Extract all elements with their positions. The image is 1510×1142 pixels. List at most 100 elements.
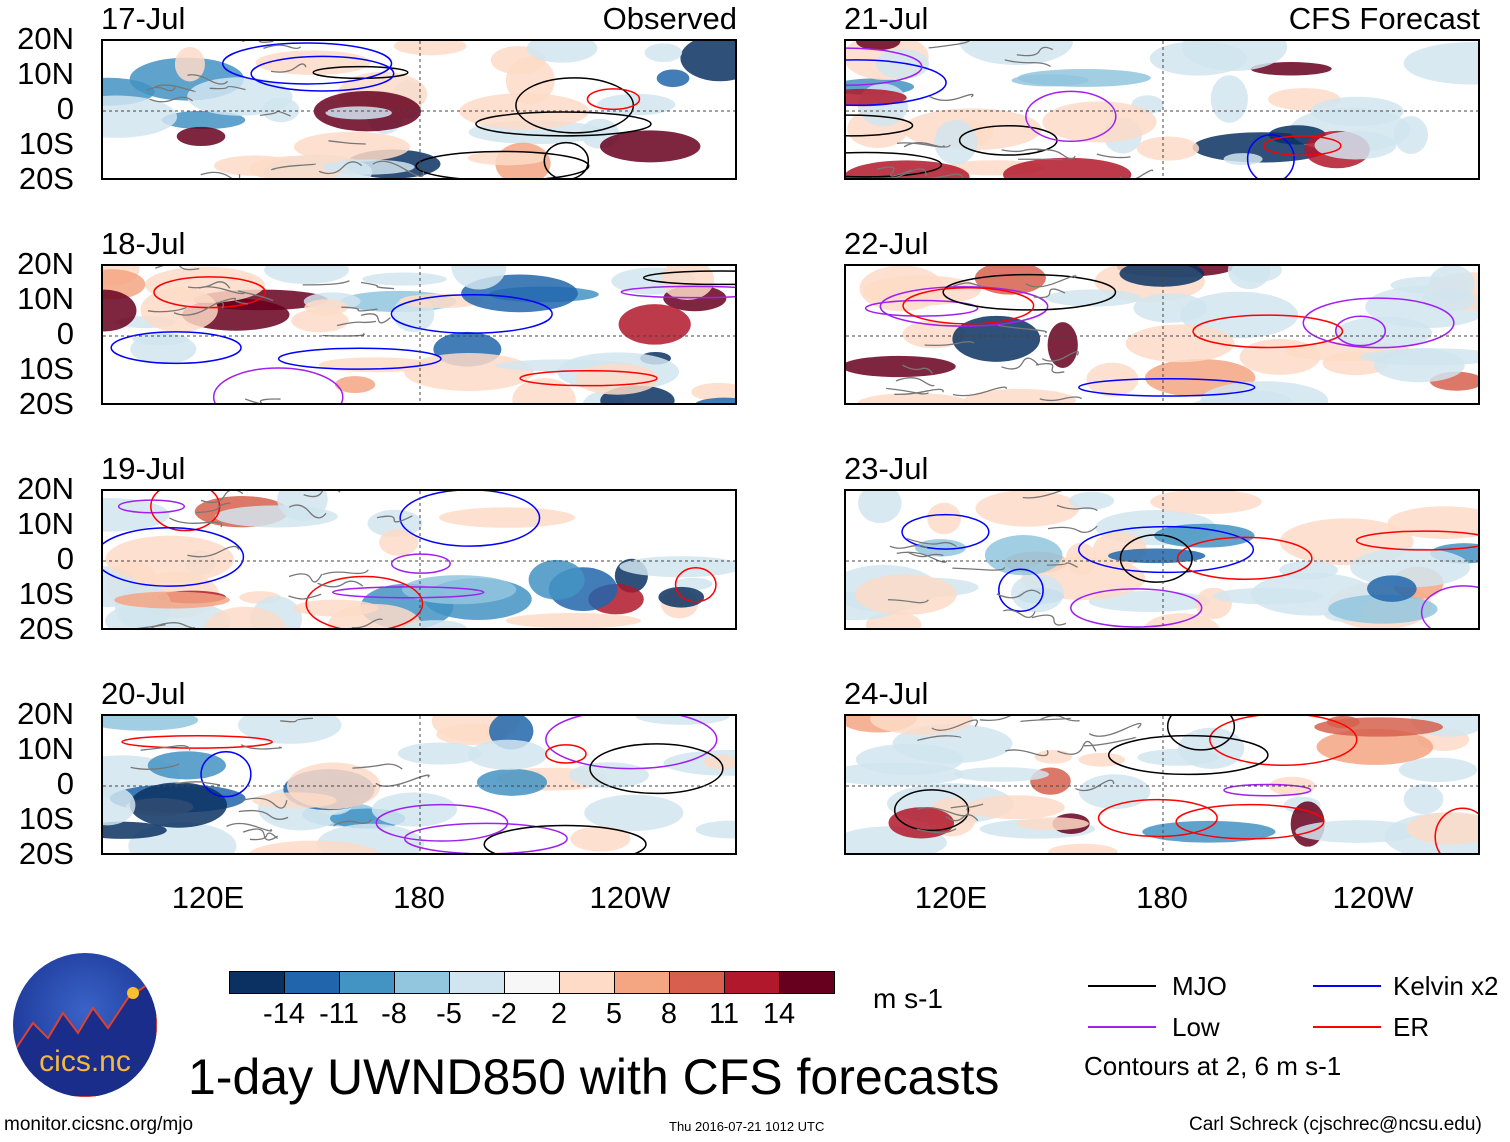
wave-contour [1420, 585, 1478, 628]
anomaly-blob [512, 377, 576, 403]
coastline [303, 491, 341, 498]
forecast-header: CFS Forecast [1288, 1, 1480, 36]
anomaly-blob [570, 825, 631, 852]
anomaly-blob [569, 762, 649, 789]
colorbar-units: m s-1 [873, 983, 943, 1014]
anomaly-blob [505, 613, 641, 628]
lat-label: 20N [17, 471, 74, 506]
anomaly-blob [1279, 560, 1339, 580]
anomaly-blob [1042, 101, 1157, 143]
anomaly-blob [114, 591, 230, 609]
anomaly-blob [856, 41, 901, 51]
coastline [1039, 396, 1083, 402]
coastline [1056, 504, 1098, 512]
lat-label: 10N [17, 506, 74, 541]
anomaly-blob [1086, 362, 1139, 397]
coastline [149, 96, 194, 103]
anomaly-blob [1088, 590, 1211, 612]
coastline [130, 763, 180, 770]
wave-contour [121, 734, 273, 749]
anomaly-blob [1003, 157, 1132, 178]
lat-label: 20S [18, 836, 74, 871]
anomaly-blob [103, 821, 167, 839]
anomaly-blob [1393, 116, 1428, 154]
wave-contour [1355, 530, 1478, 551]
anomaly-blob [304, 299, 348, 316]
anomaly-blob [1210, 75, 1248, 123]
anomaly-blob [467, 150, 547, 166]
coastline [1004, 59, 1051, 68]
anomaly-blob [476, 768, 548, 796]
lat-label: 20S [18, 611, 74, 646]
anomaly-blob [468, 739, 548, 770]
anomaly-blob [1398, 757, 1478, 783]
coastline [288, 593, 322, 600]
lat-label: 20N [17, 21, 74, 56]
coastline [886, 387, 929, 395]
wave-contour [1223, 783, 1312, 797]
coastline [998, 324, 1047, 334]
anomaly-blob [1047, 322, 1078, 368]
wave-contour [331, 586, 485, 599]
anomaly-blob [438, 507, 575, 528]
anomaly-blob [1154, 523, 1255, 548]
anomaly-blob [680, 41, 735, 82]
anomaly-blob [888, 807, 955, 839]
wave-contour [305, 575, 424, 628]
anomaly-blob [1326, 716, 1360, 729]
coastline [187, 281, 231, 289]
coastline [375, 774, 430, 787]
wave-contour [1070, 588, 1203, 628]
anomaly-blob [635, 716, 730, 725]
contour-note: Contours at 2, 6 m s-1 [1084, 1051, 1342, 1081]
coastline [200, 491, 244, 504]
coastline [249, 832, 278, 841]
lat-label: 10N [17, 56, 74, 91]
coastline [154, 84, 196, 93]
coastline [928, 41, 970, 49]
coastline [876, 166, 912, 177]
coastline [151, 622, 196, 628]
anomaly-blob [1227, 266, 1271, 290]
map-panel-23-jul [844, 489, 1480, 630]
coastline [895, 377, 935, 387]
wave-contour [1175, 803, 1325, 840]
anomaly-blob [103, 289, 137, 332]
anomaly-blob [174, 46, 205, 82]
anomaly-blob [103, 95, 178, 138]
coastline [945, 814, 979, 822]
colorbar-label: 2 [550, 998, 568, 1030]
wave-contour [545, 716, 718, 770]
coastline [200, 171, 241, 178]
coastline [1031, 614, 1067, 626]
wave-contour [403, 822, 568, 853]
anomaly-blob [857, 393, 970, 403]
lat-label: 0 [56, 766, 74, 801]
coastline [1039, 716, 1080, 722]
coastline [136, 624, 166, 628]
wave-contour [415, 150, 590, 178]
anomaly-blob [1119, 266, 1205, 287]
wave-contour [846, 114, 914, 137]
wave-contour [1077, 525, 1255, 574]
wave-contour [277, 347, 442, 370]
coastline [302, 280, 350, 286]
coastline [1088, 722, 1142, 737]
wave-contour [1334, 315, 1387, 347]
anomaly-blob [103, 785, 136, 826]
lon-label: 120E [171, 880, 245, 915]
coastline [195, 502, 231, 514]
wave-contour [483, 824, 647, 853]
anomaly-blob [264, 266, 349, 285]
coastline [931, 719, 979, 731]
source-url[interactable]: monitor.cicsnc.org/mjo [4, 1114, 194, 1135]
anomaly-blob [1335, 316, 1433, 349]
coastline [903, 142, 951, 148]
coastline [888, 599, 929, 604]
wave-contour [1078, 378, 1256, 397]
wave-contour [846, 47, 923, 86]
wave-contour [1119, 534, 1193, 583]
coastline [916, 828, 957, 834]
coastline [1035, 362, 1065, 374]
legend-mjo-line [1088, 985, 1156, 987]
